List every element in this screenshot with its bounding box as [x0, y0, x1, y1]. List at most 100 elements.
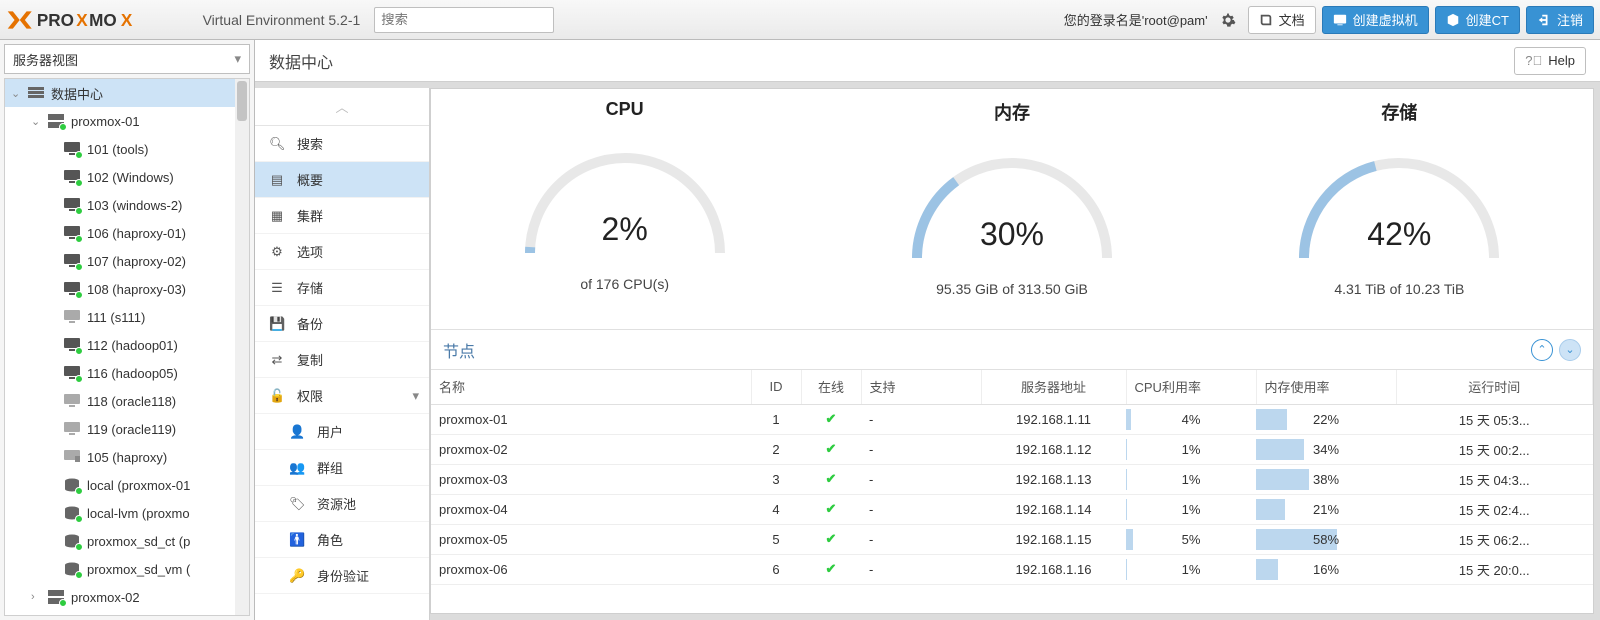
- view-selector[interactable]: 服务器视图 ▾: [4, 44, 250, 74]
- menu-storage[interactable]: ☰存储: [255, 270, 429, 306]
- header: PRO X MO X Virtual Environment 5.2-1 您的登…: [0, 0, 1600, 40]
- page-title: 数据中心: [269, 49, 333, 73]
- menu-search[interactable]: 🔍︎搜索: [255, 126, 429, 162]
- menu-permissions[interactable]: 🔓权限▾: [255, 378, 429, 414]
- menu-summary[interactable]: ▤概要: [255, 162, 429, 198]
- save-icon: 💾: [269, 316, 285, 332]
- tree-item[interactable]: local (proxmox-01: [5, 471, 249, 499]
- col-addr[interactable]: 服务器地址: [981, 370, 1126, 404]
- gauge-title: 存储: [1381, 99, 1417, 125]
- search-input[interactable]: [374, 7, 554, 33]
- tree-node[interactable]: › proxmox-02: [5, 583, 249, 611]
- gear-icon[interactable]: [1216, 8, 1240, 32]
- collapse-down-button[interactable]: ⌄: [1559, 339, 1581, 361]
- tree-label: proxmox-02: [71, 590, 140, 605]
- user-icon: 👤: [289, 424, 305, 440]
- logout-button[interactable]: 注销: [1526, 6, 1594, 34]
- key-icon: 🔑: [289, 568, 305, 584]
- tag-icon: 🏷: [289, 496, 305, 512]
- check-icon: ✔: [826, 561, 837, 576]
- tree-item[interactable]: 119 (oracle119): [5, 415, 249, 443]
- tree-datacenter[interactable]: ⌄ 数据中心: [5, 79, 249, 107]
- role-icon: 🚹: [289, 532, 305, 548]
- gauge-mem: 内存 30% 95.35 GiB of 313.50 GiB: [818, 89, 1205, 329]
- tree-item[interactable]: 106 (haproxy-01): [5, 219, 249, 247]
- datacenter-icon: [27, 85, 45, 101]
- create-vm-button[interactable]: 创建虚拟机: [1322, 6, 1429, 34]
- tree-item[interactable]: 118 (oracle118): [5, 387, 249, 415]
- menu-options[interactable]: ⚙选项: [255, 234, 429, 270]
- chevron-up-icon: ︿: [335, 97, 348, 116]
- cluster-icon: ▦: [269, 208, 285, 224]
- docs-button[interactable]: 文档: [1248, 6, 1316, 34]
- lock-icon: 🔓: [269, 388, 285, 404]
- gauge-title: CPU: [606, 99, 644, 120]
- menu-roles[interactable]: 🚹角色: [255, 522, 429, 558]
- menu-collapse[interactable]: ︿: [255, 88, 429, 126]
- tree-label: 116 (hadoop05): [87, 366, 178, 381]
- menu-backup[interactable]: 💾备份: [255, 306, 429, 342]
- help-icon: ?⃝: [1525, 53, 1542, 68]
- scrollbar[interactable]: [235, 79, 249, 615]
- tree-label: 106 (haproxy-01): [87, 226, 186, 241]
- tree-item[interactable]: 116 (hadoop05): [5, 359, 249, 387]
- col-mem[interactable]: 内存使用率: [1256, 370, 1396, 404]
- ct-icon: [63, 449, 81, 465]
- tree-item[interactable]: 111 (s111): [5, 303, 249, 331]
- table-row[interactable]: proxmox-011✔-192.168.1.114%22%15 天 05:3.…: [431, 404, 1593, 434]
- table-row[interactable]: proxmox-066✔-192.168.1.161%16%15 天 20:0.…: [431, 554, 1593, 584]
- tree-item[interactable]: 107 (haproxy-02): [5, 247, 249, 275]
- tree-item[interactable]: 112 (hadoop01): [5, 331, 249, 359]
- tree-item[interactable]: proxmox_sd_ct (p: [5, 527, 249, 555]
- col-support[interactable]: 支持: [861, 370, 981, 404]
- col-online[interactable]: 在线: [801, 370, 861, 404]
- col-name[interactable]: 名称: [431, 370, 751, 404]
- gauge-title: 内存: [994, 99, 1030, 125]
- tree-label: 101 (tools): [87, 142, 148, 157]
- resource-tree: ⌄ 数据中心 ⌄ proxmox-01 101 (tools) 102 (Wind…: [4, 78, 250, 616]
- tree-item[interactable]: proxmox_sd_vm (: [5, 555, 249, 583]
- menu-auth[interactable]: 🔑身份验证: [255, 558, 429, 594]
- vm-icon: [63, 197, 81, 213]
- vm-icon: [63, 281, 81, 297]
- nodes-table: 名称ID在线支持服务器地址CPU利用率内存使用率运行时间 proxmox-011…: [431, 370, 1593, 585]
- table-row[interactable]: proxmox-022✔-192.168.1.121%34%15 天 00:2.…: [431, 434, 1593, 464]
- create-ct-button[interactable]: 创建CT: [1435, 6, 1520, 34]
- stor-icon: [63, 477, 81, 493]
- svg-text:MO: MO: [89, 9, 117, 29]
- svg-text:X: X: [76, 9, 88, 29]
- table-row[interactable]: proxmox-055✔-192.168.1.155%58%15 天 06:2.…: [431, 524, 1593, 554]
- tree-item[interactable]: 108 (haproxy-03): [5, 275, 249, 303]
- help-button[interactable]: ?⃝ Help: [1514, 47, 1586, 75]
- tree-item[interactable]: 101 (tools): [5, 135, 249, 163]
- search-icon: 🔍︎: [269, 136, 285, 152]
- server-icon: [47, 113, 65, 129]
- tree-node[interactable]: ⌄ proxmox-01: [5, 107, 249, 135]
- gauge-value: 2%: [515, 211, 735, 248]
- col-cpu[interactable]: CPU利用率: [1126, 370, 1256, 404]
- tree-item[interactable]: 103 (windows-2): [5, 191, 249, 219]
- nodes-panel: 节点 ⌃ ⌄ 名称ID在线支持服务器地址CPU利用率内存使用率运行时间 prox…: [431, 329, 1593, 613]
- check-icon: ✔: [826, 501, 837, 516]
- check-icon: ✔: [826, 411, 837, 426]
- tree-item[interactable]: 105 (haproxy): [5, 443, 249, 471]
- collapse-icon: ⌄: [11, 87, 21, 100]
- gauge-cpu: CPU 2% of 176 CPU(s): [431, 89, 818, 329]
- menu-pools[interactable]: 🏷资源池: [255, 486, 429, 522]
- table-row[interactable]: proxmox-033✔-192.168.1.131%38%15 天 04:3.…: [431, 464, 1593, 494]
- col-uptime[interactable]: 运行时间: [1396, 370, 1593, 404]
- tree-item[interactable]: local-lvm (proxmo: [5, 499, 249, 527]
- menu-users[interactable]: 👤用户: [255, 414, 429, 450]
- main-area: 数据中心 ?⃝ Help ︿ 🔍︎搜索 ▤概要 ▦集群 ⚙选项 ☰存储 💾备份 …: [255, 40, 1600, 620]
- tree-item[interactable]: 102 (Windows): [5, 163, 249, 191]
- menu-groups[interactable]: 👥群组: [255, 450, 429, 486]
- tree-label: 102 (Windows): [87, 170, 174, 185]
- collapse-up-button[interactable]: ⌃: [1531, 339, 1553, 361]
- tree-label: 111 (s111): [87, 310, 145, 325]
- table-row[interactable]: proxmox-044✔-192.168.1.141%21%15 天 02:4.…: [431, 494, 1593, 524]
- col-id[interactable]: ID: [751, 370, 801, 404]
- tree-panel: 服务器视图 ▾ ⌄ 数据中心 ⌄ proxmox-01: [0, 40, 255, 620]
- menu-replication[interactable]: ⇄复制: [255, 342, 429, 378]
- group-icon: 👥: [289, 460, 305, 476]
- menu-cluster[interactable]: ▦集群: [255, 198, 429, 234]
